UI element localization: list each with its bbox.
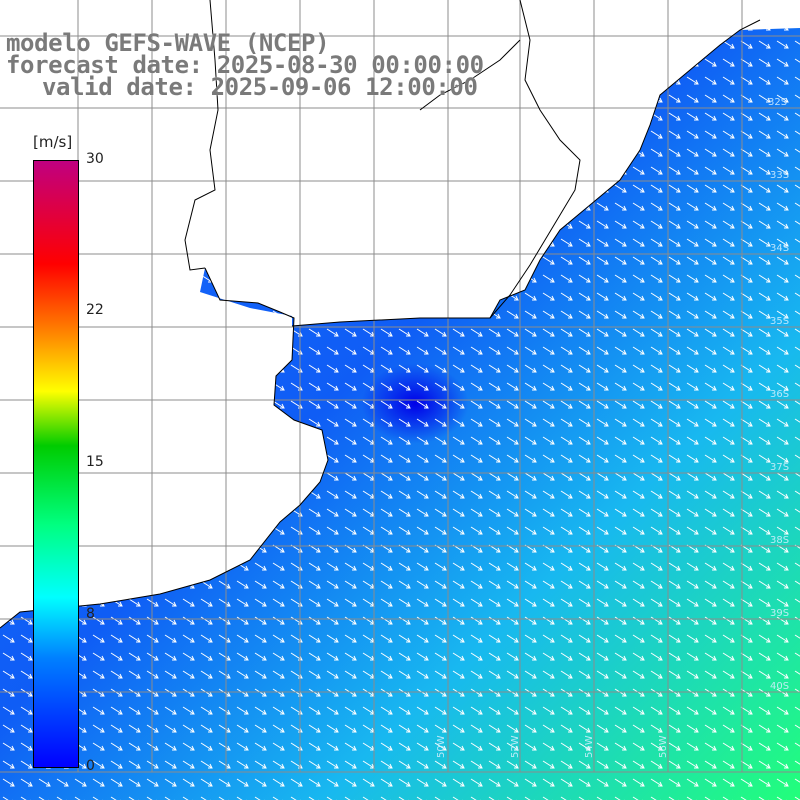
- lat-label: 35S: [770, 316, 789, 327]
- title-valid-date: valid date: 2025-09-06 12:00:00: [42, 73, 478, 101]
- title-forecast-date: forecast date: 2025-08-30 00:00:00: [6, 51, 484, 79]
- colorbar-tick: 30: [86, 151, 104, 167]
- sea-arrows: [0, 28, 800, 800]
- title-model: modelo GEFS-WAVE (NCEP): [6, 29, 330, 57]
- lat-label: 34S: [770, 243, 789, 254]
- lat-label: 38S: [770, 535, 789, 546]
- lat-label: 39S: [770, 608, 789, 619]
- lon-labels: 50W 52W 54W 56W: [436, 735, 669, 758]
- colorbar-tick: 22: [86, 302, 104, 318]
- lat-labels: 32S 33S 34S 35S 36S 37S 38S 39S 40S: [768, 97, 789, 692]
- lat-label: 36S: [770, 389, 789, 400]
- lat-label: 33S: [770, 170, 789, 181]
- lat-label: 37S: [770, 462, 789, 473]
- coastlines: [0, 0, 761, 629]
- colorbar-tick: 15: [86, 454, 104, 470]
- colorbar-unit: [m/s]: [33, 133, 73, 151]
- lat-label: 40S: [770, 681, 789, 692]
- lat-label: 32S: [768, 97, 787, 108]
- lon-label: 52W: [510, 735, 521, 758]
- lon-label: 50W: [436, 735, 447, 758]
- colorbar-tick: 0: [86, 758, 95, 774]
- lon-label: 56W: [658, 735, 669, 758]
- lon-label: 54W: [584, 735, 595, 758]
- colorbar: [33, 160, 79, 768]
- graticule: [0, 0, 800, 773]
- colorbar-tick: 8: [86, 606, 95, 622]
